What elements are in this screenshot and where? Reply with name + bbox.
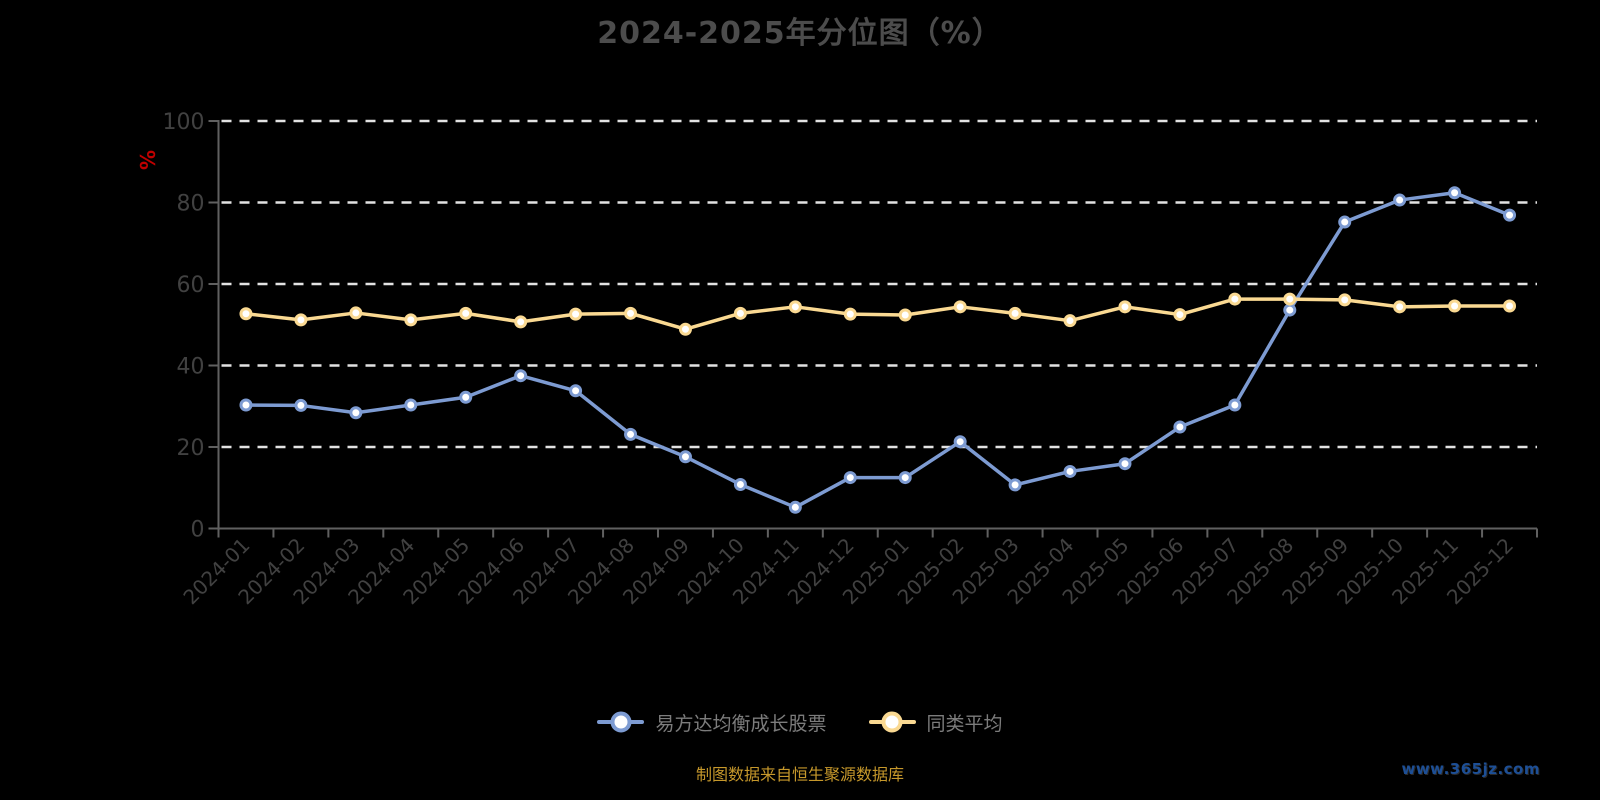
series-line-1	[244, 297, 1512, 331]
data-point-1-2025-12[interactable]	[1503, 299, 1517, 313]
legend-item-fund[interactable]: 易方达均衡成长股票	[597, 709, 827, 736]
data-point-1-2024-02[interactable]	[294, 313, 308, 327]
legend-dot-icon	[610, 711, 632, 733]
data-point-1-2025-02[interactable]	[953, 300, 967, 314]
data-point-1-2025-04[interactable]	[1063, 314, 1077, 328]
data-point-0-2025-09[interactable]	[1338, 215, 1352, 229]
legend: 易方达均衡成长股票 同类平均	[0, 700, 1600, 744]
data-point-0-2025-07[interactable]	[1228, 398, 1242, 412]
y-axis-label-40: 40	[177, 355, 205, 380]
data-point-1-2024-06[interactable]	[514, 315, 528, 329]
data-point-1-2024-04[interactable]	[404, 313, 418, 327]
series-line-0	[244, 190, 1512, 510]
data-point-0-2024-11[interactable]	[788, 500, 802, 514]
data-point-0-2025-05[interactable]	[1118, 457, 1132, 471]
data-point-0-2024-06[interactable]	[514, 369, 528, 383]
data-point-0-2025-12[interactable]	[1503, 208, 1517, 222]
data-point-1-2025-08[interactable]	[1283, 292, 1297, 306]
data-point-0-2024-07[interactable]	[569, 384, 583, 398]
data-point-0-2024-08[interactable]	[624, 427, 638, 441]
data-point-1-2024-11[interactable]	[788, 300, 802, 314]
data-point-0-2025-02[interactable]	[953, 435, 967, 449]
data-point-1-2024-01[interactable]	[239, 307, 253, 321]
data-point-1-2025-01[interactable]	[898, 308, 912, 322]
data-point-1-2025-10[interactable]	[1393, 300, 1407, 314]
data-point-1-2024-03[interactable]	[349, 306, 363, 320]
data-point-0-2024-03[interactable]	[349, 406, 363, 420]
y-axis-label-100: 100	[163, 110, 205, 135]
data-point-0-2025-01[interactable]	[898, 471, 912, 485]
data-point-0-2024-09[interactable]	[678, 450, 692, 464]
data-point-1-2025-03[interactable]	[1008, 306, 1022, 320]
legend-label-average: 同类平均	[926, 712, 1003, 735]
y-axis-label-80: 80	[177, 192, 205, 217]
y-axis-label-20: 20	[177, 436, 205, 461]
data-point-1-2024-10[interactable]	[733, 306, 747, 320]
data-point-0-2024-01[interactable]	[239, 398, 253, 412]
data-point-0-2024-12[interactable]	[843, 471, 857, 485]
data-point-0-2025-10[interactable]	[1393, 193, 1407, 207]
line-series-marker-icon	[868, 711, 916, 733]
y-axis-label-60: 60	[177, 273, 205, 298]
data-point-0-2024-10[interactable]	[733, 477, 747, 491]
source-note: 制图数据来自恒生聚源数据库	[695, 765, 904, 784]
data-point-1-2024-07[interactable]	[569, 307, 583, 321]
chart-title: 2024-2025年分位图（%）	[597, 16, 1003, 51]
data-point-1-2024-05[interactable]	[459, 306, 473, 320]
data-point-1-2025-06[interactable]	[1173, 308, 1187, 322]
legend-label-fund: 易方达均衡成长股票	[655, 712, 827, 735]
data-point-0-2025-04[interactable]	[1063, 464, 1077, 478]
legend-dot-icon	[881, 711, 903, 733]
data-point-1-2025-07[interactable]	[1228, 292, 1242, 306]
data-point-0-2025-08[interactable]	[1283, 303, 1297, 317]
legend-item-average[interactable]: 同类平均	[868, 709, 1003, 736]
line-series-marker-icon	[597, 711, 645, 733]
data-point-1-2025-09[interactable]	[1338, 293, 1352, 307]
data-point-1-2025-11[interactable]	[1448, 299, 1462, 313]
line-chart-plot: 0204060801002024-012024-022024-032024-04…	[163, 110, 1538, 609]
data-point-0-2024-05[interactable]	[459, 390, 473, 404]
y-axis-label-0: 0	[191, 518, 205, 543]
data-point-0-2025-03[interactable]	[1008, 478, 1022, 492]
data-point-1-2024-09[interactable]	[678, 322, 692, 336]
data-point-0-2024-04[interactable]	[404, 398, 418, 412]
data-point-0-2025-11[interactable]	[1448, 186, 1462, 200]
data-point-1-2025-05[interactable]	[1118, 300, 1132, 314]
watermark: www.365jz.com	[1401, 760, 1540, 778]
data-point-1-2024-08[interactable]	[624, 306, 638, 320]
data-point-1-2024-12[interactable]	[843, 307, 857, 321]
data-point-0-2025-06[interactable]	[1173, 420, 1187, 434]
data-point-0-2024-02[interactable]	[294, 398, 308, 412]
